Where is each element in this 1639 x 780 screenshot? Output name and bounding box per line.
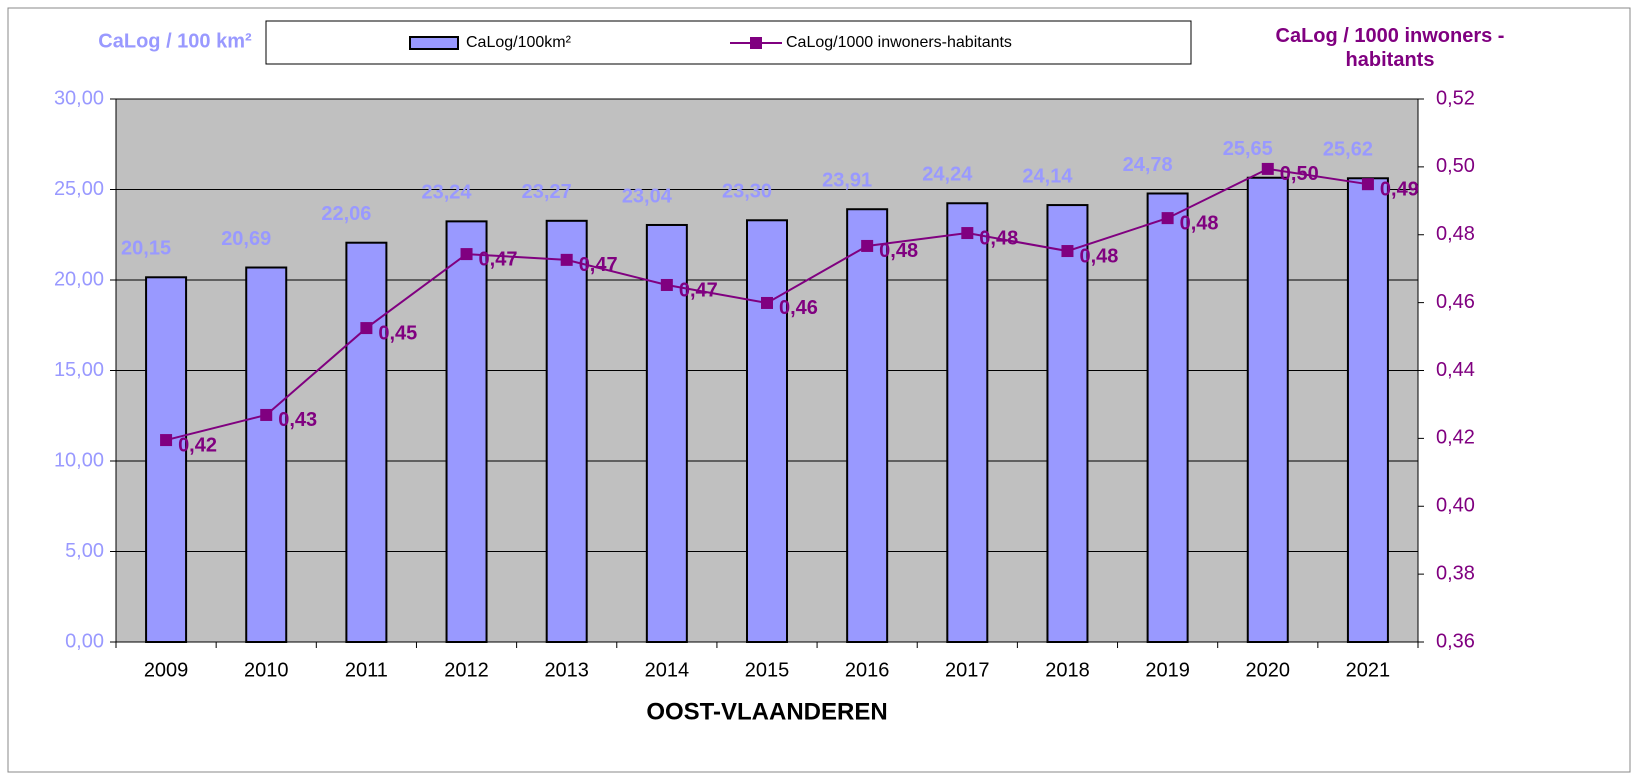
- y2-axis-title: CaLog / 1000 inwoners - habitants: [1275, 25, 1505, 71]
- bar-value-label: 23,30: [722, 181, 772, 203]
- legend-label: CaLog/100km²: [466, 34, 572, 51]
- x-axis-title: OOST-VLAANDEREN: [646, 698, 887, 725]
- line-marker: [961, 227, 974, 240]
- y2-tick-label: 0,40: [1436, 495, 1475, 517]
- y2-tick-label: 0,48: [1436, 223, 1475, 245]
- line-value-label: 0,47: [479, 248, 518, 270]
- line-value-label: 0,49: [1380, 178, 1419, 200]
- line-marker: [1261, 162, 1274, 175]
- line-value-label: 0,48: [979, 227, 1018, 249]
- y2-tick-label: 0,36: [1436, 630, 1475, 652]
- bar-value-label: 23,27: [522, 181, 572, 203]
- bar: [245, 266, 288, 643]
- bar: [1046, 204, 1089, 643]
- x-tick-label: 2019: [1145, 659, 1190, 681]
- bar: [445, 220, 488, 644]
- x-tick-label: 2012: [444, 659, 489, 681]
- legend-swatch: [409, 36, 459, 50]
- bar: [1246, 176, 1289, 644]
- bar: [1146, 192, 1189, 643]
- x-tick-label: 2011: [345, 659, 388, 681]
- bar: [1346, 177, 1389, 643]
- line-marker: [1161, 212, 1174, 225]
- x-tick-label: 2016: [845, 659, 890, 681]
- bar-value-label: 23,04: [622, 185, 673, 207]
- x-tick-label: 2009: [144, 659, 189, 681]
- y2-tick-label: 0,46: [1436, 291, 1475, 313]
- bar: [645, 223, 688, 643]
- x-tick-label: 2013: [544, 659, 589, 681]
- y-tick-label: 15,00: [54, 359, 104, 381]
- bar: [846, 208, 889, 643]
- y-tick-label: 5,00: [65, 540, 104, 562]
- line-value-label: 0,45: [378, 322, 417, 344]
- bar-value-label: 20,69: [221, 228, 271, 250]
- line-marker: [761, 296, 773, 309]
- line-marker: [1361, 178, 1374, 191]
- y2-tick-label: 0,38: [1436, 562, 1475, 584]
- bar-value-label: 20,15: [121, 238, 171, 260]
- x-tick-label: 2018: [1045, 659, 1090, 681]
- line-value-label: 0,43: [278, 409, 317, 431]
- y-tick-label: 30,00: [54, 87, 104, 109]
- line-value-label: 0,50: [1280, 163, 1319, 185]
- y-axis-title: CaLog / 100 km²: [98, 30, 252, 52]
- y2-tick-label: 0,42: [1436, 427, 1475, 449]
- line-value-label: 0,48: [1079, 245, 1118, 267]
- y2-axis-title-box: CaLog / 1000 inwoners - habitants: [1275, 25, 1505, 71]
- line-marker: [1061, 245, 1074, 258]
- line-value-label: 0,47: [679, 279, 718, 301]
- x-tick-label: 2020: [1246, 659, 1291, 681]
- bar: [946, 202, 989, 643]
- bar: [746, 219, 788, 644]
- x-tick-label: 2010: [244, 659, 289, 681]
- line-value-label: 0,47: [579, 254, 618, 276]
- bar-value-label: 25,65: [1223, 138, 1273, 160]
- bar: [345, 241, 388, 644]
- line-value-label: 0,46: [779, 297, 818, 319]
- line-value-label: 0,48: [879, 240, 918, 262]
- line-value-label: 0,42: [178, 434, 217, 456]
- bar-value-label: 24,78: [1123, 154, 1173, 176]
- legend-marker: [750, 37, 762, 49]
- y2-tick-label: 0,52: [1436, 87, 1475, 109]
- bar-value-label: 24,24: [922, 164, 973, 186]
- x-tick-label: 2015: [745, 659, 790, 681]
- line-marker: [160, 434, 173, 447]
- bar-value-label: 23,91: [822, 170, 872, 192]
- bar-value-label: 22,06: [321, 203, 371, 225]
- bar-value-label: 23,24: [422, 182, 473, 204]
- x-tick-label: 2014: [645, 659, 690, 681]
- bar-value-label: 25,62: [1323, 139, 1373, 161]
- line-marker: [360, 322, 373, 335]
- legend-box: [265, 20, 1192, 65]
- x-tick-label: 2017: [945, 659, 990, 681]
- y2-tick-label: 0,50: [1436, 155, 1475, 177]
- x-tick-label: 2021: [1346, 659, 1391, 681]
- line-marker: [861, 239, 874, 252]
- y-tick-label: 25,00: [54, 178, 104, 200]
- bar: [145, 276, 188, 643]
- y2-tick-label: 0,44: [1436, 359, 1475, 381]
- line-value-label: 0,48: [1180, 212, 1219, 234]
- line-marker: [560, 253, 573, 266]
- bar-value-label: 24,14: [1022, 165, 1073, 187]
- line-marker: [660, 278, 673, 291]
- legend-label: CaLog/1000 inwoners-habitants: [786, 34, 1012, 51]
- y-tick-label: 0,00: [65, 630, 104, 652]
- line-marker: [460, 248, 473, 261]
- bar: [545, 219, 588, 644]
- line-marker: [260, 408, 273, 421]
- y-tick-label: 10,00: [54, 449, 104, 471]
- y-tick-label: 20,00: [54, 268, 104, 290]
